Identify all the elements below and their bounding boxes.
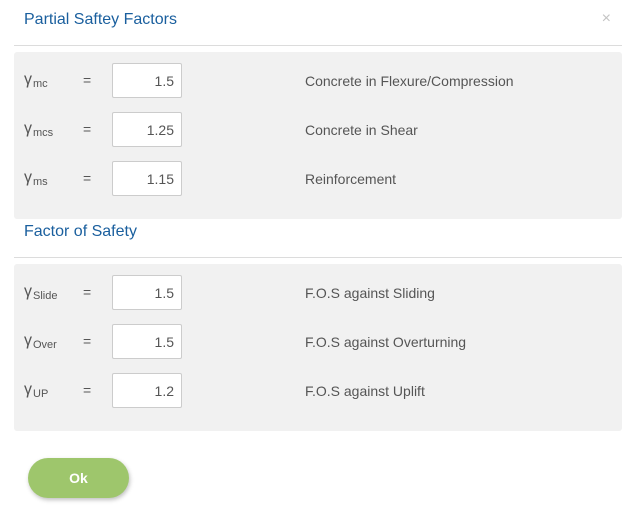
fos-row-over: γOver = F.O.S against Overturning [14,324,622,360]
equals-sign: = [83,121,92,137]
gamma-mc-description: Concrete in Flexure/Compression [305,73,514,89]
close-icon[interactable]: × [601,10,611,27]
gamma-slide-input[interactable] [112,275,182,310]
gamma-mcs-symbol: γmcs [24,120,54,139]
gamma-ms-input[interactable] [112,161,182,196]
gamma-ms-description: Reinforcement [305,171,397,187]
ok-button[interactable]: Ok [28,458,129,498]
equals-sign: = [83,382,92,398]
gamma-over-symbol: γOver [24,332,57,351]
factor-of-safety-title: Factor of Safety [24,223,137,240]
gamma-up-input[interactable] [112,373,182,408]
equals-sign: = [83,170,92,186]
factor-row-gamma-ms: γms = Reinforcement [14,161,622,197]
symbol-subscript: Slide [33,290,58,302]
gamma-slide-symbol: γSlide [24,283,58,302]
gamma-up-description: F.O.S against Uplift [305,383,425,399]
gamma-glyph: γ [24,169,32,186]
title-divider [14,45,622,46]
partial-factors-panel: γmc = Concrete in Flexure/Compression γm… [14,52,622,219]
symbol-subscript: Over [33,339,57,351]
gamma-glyph: γ [24,120,32,137]
gamma-mcs-input[interactable] [112,112,182,147]
gamma-over-input[interactable] [112,324,182,359]
equals-sign: = [83,284,92,300]
gamma-ms-symbol: γms [24,169,48,188]
equals-sign: = [83,333,92,349]
section-divider [14,257,622,258]
gamma-glyph: γ [24,332,32,349]
equals-sign: = [83,72,92,88]
symbol-subscript: UP [33,388,49,400]
gamma-up-symbol: γUP [24,381,49,400]
factor-row-gamma-mcs: γmcs = Concrete in Shear [14,112,622,148]
gamma-glyph: γ [24,71,32,88]
symbol-subscript: ms [33,176,48,188]
fos-row-slide: γSlide = F.O.S against Sliding [14,275,622,311]
symbol-subscript: mc [33,78,48,90]
gamma-glyph: γ [24,283,32,300]
factor-of-safety-panel: γSlide = F.O.S against Sliding γOver = F… [14,264,622,431]
dialog-title: Partial Saftey Factors [24,11,177,28]
gamma-slide-description: F.O.S against Sliding [305,285,435,301]
gamma-mc-symbol: γmc [24,71,48,90]
fos-row-up: γUP = F.O.S against Uplift [14,373,622,409]
factor-row-gamma-mc: γmc = Concrete in Flexure/Compression [14,63,622,99]
gamma-mc-input[interactable] [112,63,182,98]
gamma-over-description: F.O.S against Overturning [305,334,467,350]
gamma-mcs-description: Concrete in Shear [305,122,418,138]
gamma-glyph: γ [24,381,32,398]
symbol-subscript: mcs [33,127,54,139]
